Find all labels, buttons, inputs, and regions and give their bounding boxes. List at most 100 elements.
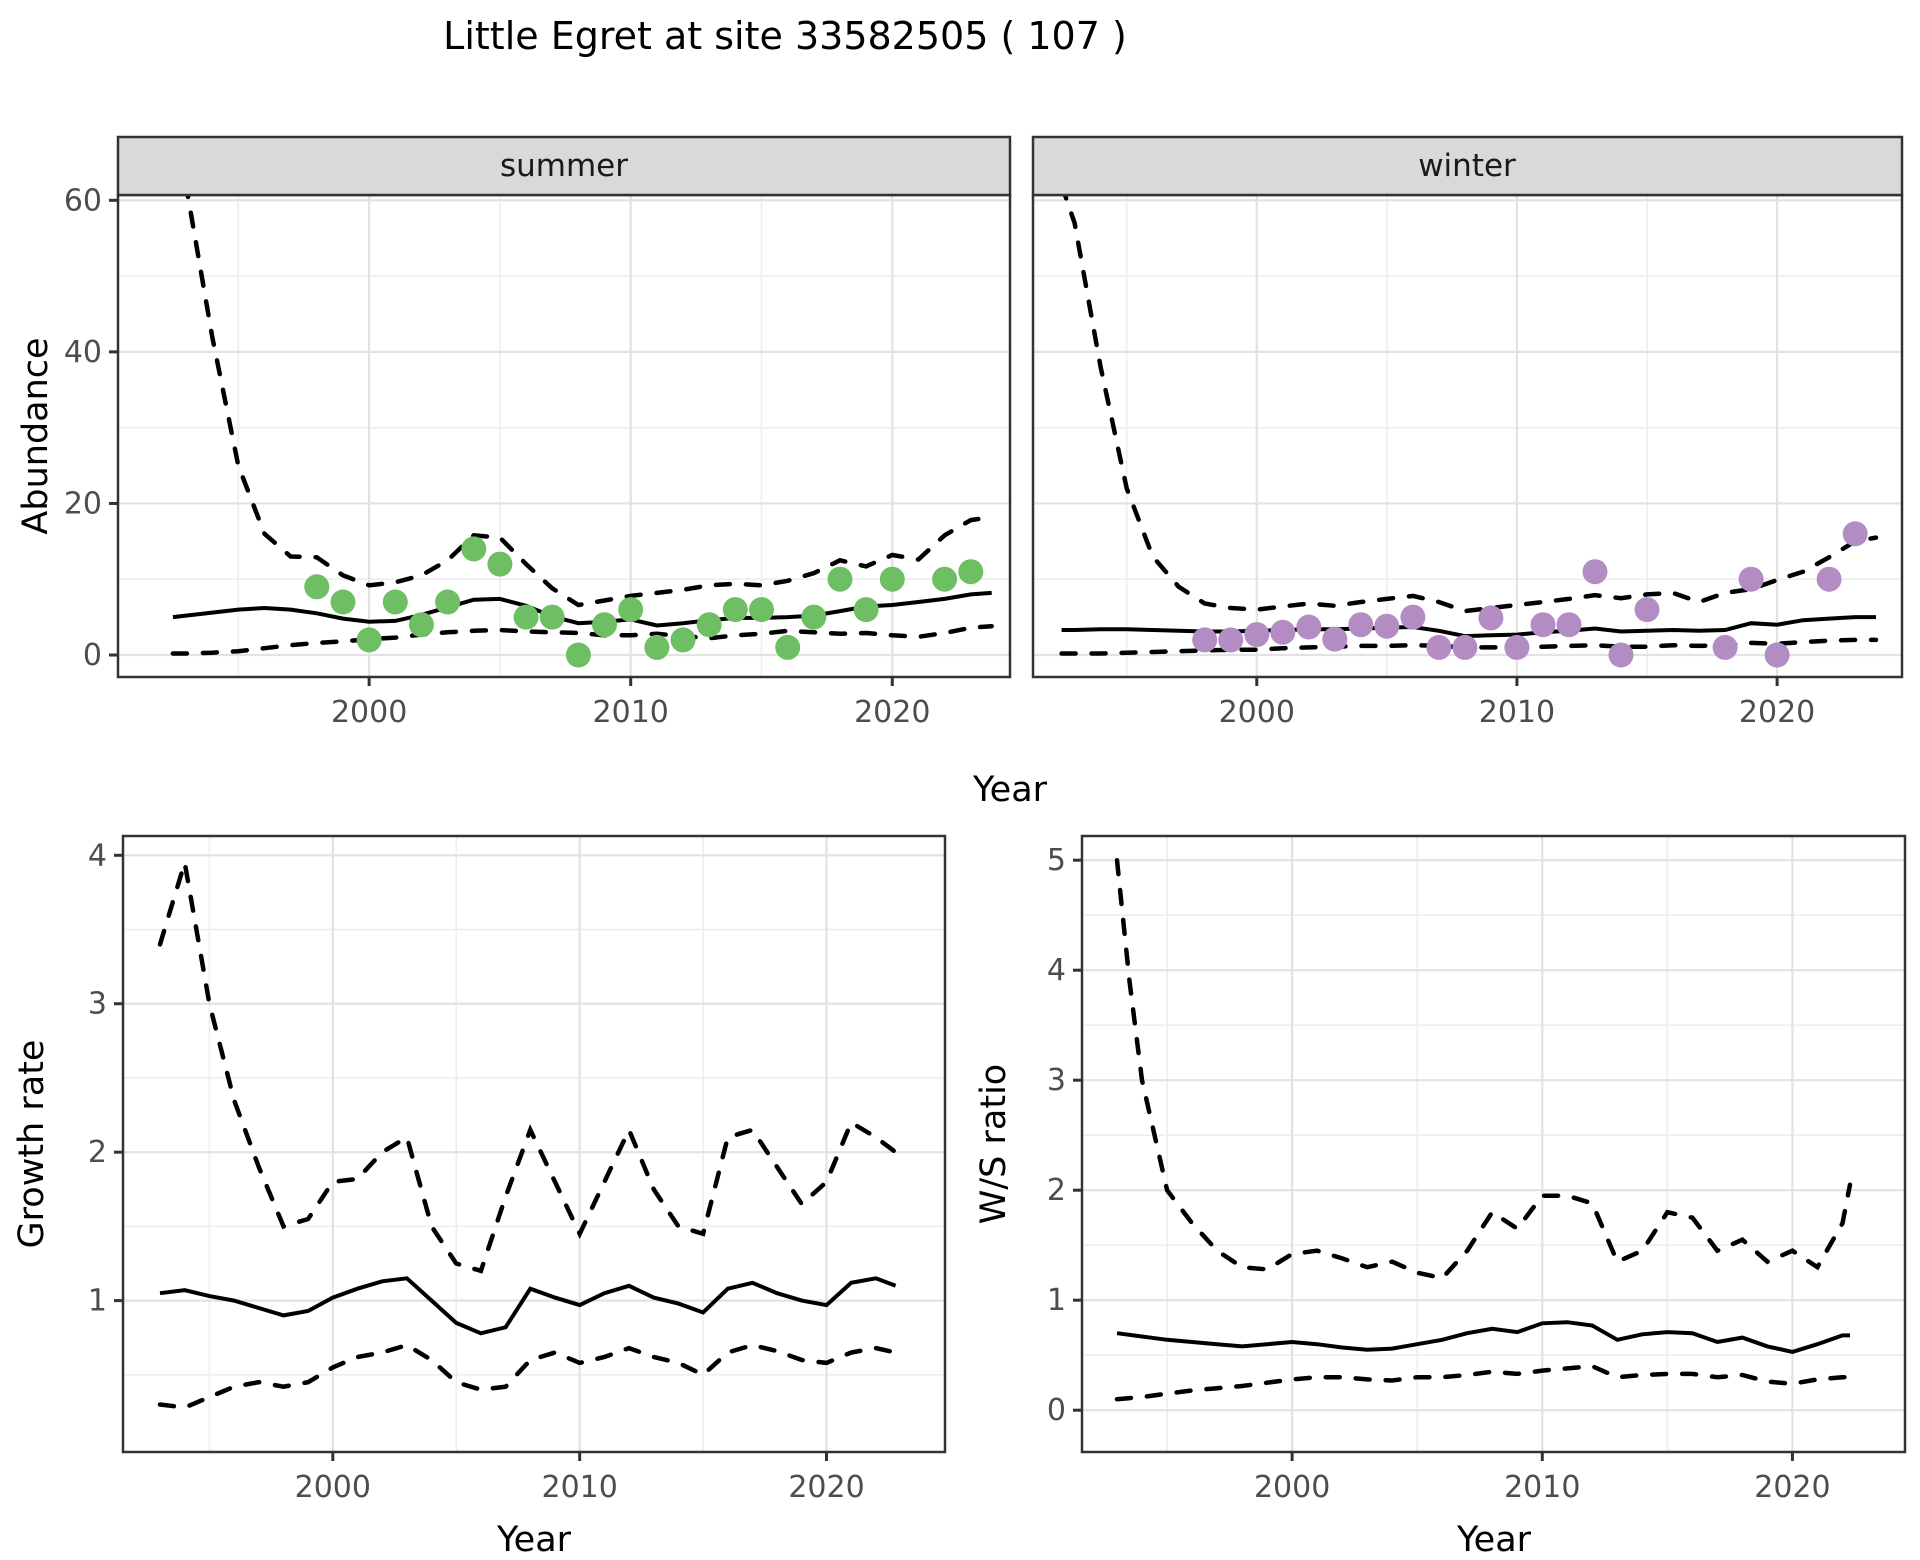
ws-ratio-upper-ci-line — [1114, 857, 1853, 1281]
abundance-winter-axis: 2000 2010 2020 — [1219, 677, 1815, 730]
abundance-summer-point — [565, 642, 591, 668]
abundance-winter-point — [1582, 559, 1608, 585]
abundance-winter-x-tick-label: 2000 — [1219, 695, 1295, 730]
abundance-summer-point — [958, 559, 984, 585]
abundance-summer-point — [670, 627, 696, 653]
x-axis-title-year-top: Year — [972, 770, 1048, 810]
abundance-summer-data-points — [304, 536, 984, 668]
abundance-summer-point — [618, 597, 644, 623]
abundance-summer-point — [775, 634, 801, 660]
abundance-winter-point — [1712, 634, 1738, 660]
abundance-winter-point — [1322, 626, 1348, 652]
abundance-winter-point — [1348, 612, 1374, 638]
abundance-winter-point — [1556, 612, 1582, 638]
ws-ratio-axis: 2000 2010 2020 0 1 2 3 4 5 — [1047, 843, 1831, 1505]
ws-ratio-lower-ci-line — [1114, 1363, 1853, 1402]
abundance-winter-point — [1296, 614, 1322, 640]
page-title: Little Egret at site 33582505 ( 107 ) — [443, 14, 1127, 58]
ws-ratio-panel: 2000 2010 2020 0 1 2 3 4 5 — [1047, 834, 1907, 1505]
abundance-winter-data-points — [1192, 521, 1868, 668]
abundance-winter-point — [1816, 566, 1842, 592]
abundance-winter-point — [1244, 622, 1270, 648]
abundance-summer-y-tick-label: 60 — [64, 183, 102, 218]
abundance-winter-point — [1608, 642, 1634, 668]
ws-ratio-grid — [1082, 836, 1905, 1452]
abundance-winter-point — [1738, 566, 1764, 592]
growth-rate-y-tick-label: 1 — [88, 1284, 107, 1319]
abundance-winter-point — [1452, 634, 1478, 660]
abundance-summer-point — [801, 604, 827, 630]
growth-rate-lower-ci-line — [157, 1342, 898, 1410]
growth-rate-axis: 2000 2010 2020 1 2 3 4 — [88, 838, 865, 1505]
ws-ratio-x-tick-label: 2000 — [1254, 1470, 1330, 1505]
abundance-summer-y-tick-label: 40 — [64, 335, 102, 370]
ws-ratio-bg — [1082, 836, 1905, 1452]
growth-rate-y-tick-label: 3 — [88, 987, 107, 1022]
growth-rate-y-tick-label: 4 — [88, 838, 107, 873]
abundance-summer-grid — [118, 195, 1010, 677]
growth-rate-x-tick-label: 2020 — [788, 1470, 864, 1505]
abundance-summer-point — [539, 604, 565, 630]
abundance-summer-point — [592, 612, 617, 638]
abundance-winter-point — [1530, 612, 1556, 638]
abundance-summer-x-tick-label: 2010 — [593, 695, 669, 730]
growth-rate-border — [121, 834, 947, 1454]
abundance-winter-facet-strip — [1031, 135, 1904, 197]
growth-rate-panel: 2000 2010 2020 1 2 3 4 — [88, 834, 947, 1505]
abundance-summer-point — [879, 566, 905, 592]
abundance-summer-point — [330, 589, 356, 615]
abundance-winter-point — [1842, 521, 1868, 547]
y-axis-title-growth-rate: Growth rate — [12, 1039, 52, 1249]
abundance-winter-point — [1270, 619, 1296, 645]
abundance-winter-panel: 2000 2010 2020 — [1031, 135, 1904, 730]
abundance-summer-y-tick-label: 20 — [64, 486, 102, 521]
abundance-winter-x-tick-label: 2010 — [1479, 695, 1555, 730]
x-axis-title-year-growth: Year — [496, 1520, 572, 1560]
abundance-summer-point — [356, 627, 382, 653]
ws-ratio-x-tick-label: 2020 — [1754, 1470, 1830, 1505]
abundance-summer-panel: 2000 2010 2020 0 20 40 60 — [64, 135, 1012, 730]
ws-ratio-y-tick-label: 5 — [1047, 843, 1066, 878]
abundance-summer-point — [487, 551, 513, 577]
abundance-summer-point — [749, 597, 774, 623]
growth-rate-x-tick-label: 2000 — [295, 1470, 371, 1505]
growth-rate-median-line — [159, 1276, 897, 1336]
ws-ratio-border — [1080, 834, 1907, 1454]
facet-strip-label-winter: winter — [1418, 148, 1516, 184]
abundance-summer-point — [304, 574, 330, 600]
facet-strip-label-summer: summer — [499, 148, 629, 184]
abundance-summer-lower-ci-line — [170, 623, 994, 656]
x-axis-title-year-ws: Year — [1456, 1520, 1532, 1560]
abundance-winter-point — [1374, 613, 1400, 639]
abundance-summer-point — [435, 589, 461, 615]
abundance-summer-point — [644, 634, 670, 660]
y-axis-title-ws-ratio: W/S ratio — [974, 1063, 1014, 1225]
ws-ratio-median-line — [1116, 1320, 1850, 1354]
ws-ratio-y-tick-label: 4 — [1047, 953, 1066, 988]
abundance-winter-point — [1764, 642, 1790, 668]
abundance-winter-upper-ci-line — [1062, 195, 1879, 614]
ws-ratio-y-tick-label: 1 — [1047, 1283, 1066, 1318]
ws-ratio-series — [1114, 857, 1853, 1402]
abundance-summer-point — [722, 597, 748, 623]
abundance-summer-point — [696, 612, 722, 638]
abundance-summer-point — [827, 566, 853, 592]
abundance-summer-point — [461, 536, 487, 562]
abundance-winter-bg — [1033, 195, 1902, 677]
abundance-summer-point — [408, 612, 434, 638]
abundance-summer-axis: 2000 2010 2020 0 20 40 60 — [64, 183, 931, 730]
abundance-summer-x-tick-label: 2020 — [854, 695, 930, 730]
ws-ratio-y-tick-label: 3 — [1047, 1063, 1066, 1098]
growth-rate-series — [157, 862, 898, 1410]
abundance-winter-point — [1426, 634, 1452, 660]
growth-rate-y-tick-label: 2 — [88, 1135, 107, 1170]
abundance-winter-point — [1400, 604, 1426, 630]
abundance-winter-point — [1504, 634, 1530, 660]
abundance-summer-point — [513, 604, 539, 630]
ws-ratio-x-tick-label: 2010 — [1504, 1470, 1580, 1505]
ws-ratio-y-tick-label: 0 — [1047, 1393, 1066, 1428]
abundance-summer-upper-ci-line — [185, 195, 994, 608]
abundance-summer-y-tick-label: 0 — [83, 638, 102, 673]
abundance-winter-point — [1634, 597, 1660, 623]
